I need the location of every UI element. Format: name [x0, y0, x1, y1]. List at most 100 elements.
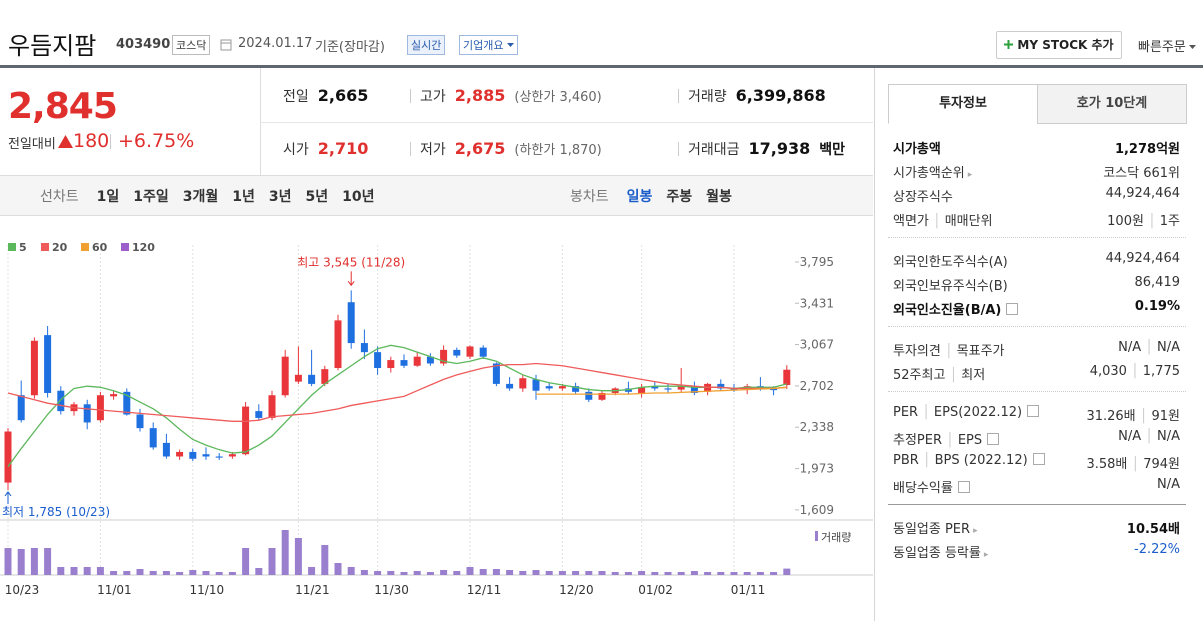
candle-body [717, 383, 725, 389]
volume-bar [677, 572, 685, 575]
period-button[interactable]: 월봉 [706, 189, 732, 205]
summary-unit: 백만 [819, 142, 846, 158]
candle-body [374, 352, 382, 369]
info-label: 액면가 │ 매매단위 [893, 210, 993, 229]
summary-value: 6,399,868 [735, 86, 826, 105]
info-value: 1,278억원 [1115, 138, 1180, 157]
help-icon [957, 481, 970, 493]
info-label: 외국인한도주식수(A) [893, 251, 1008, 270]
period-button[interactable]: 일봉 [626, 189, 653, 205]
summary-label: 시가 [283, 142, 309, 158]
separator: │ [922, 453, 931, 468]
period-button[interactable]: 주봉 [666, 189, 693, 205]
value-text: 1,775 [1142, 364, 1180, 379]
volume-bar [268, 548, 276, 575]
volume-bar [598, 571, 606, 575]
info-label: PBR │ BPS (2022.12) [893, 453, 1045, 472]
value-text: N/A [1157, 429, 1180, 444]
quick-order[interactable]: 빠른주문 [1138, 36, 1197, 55]
period-button[interactable]: 1주일 [133, 189, 169, 205]
x-tick-label: 10/23 [5, 583, 40, 597]
summary-item: 거래대금 17,938 백만 [688, 139, 845, 159]
y-tick-label: 3,431 [800, 296, 834, 310]
group-divider [888, 326, 1186, 327]
candle-body [268, 395, 276, 418]
candle-body [770, 388, 778, 391]
base-note: 기준(장마감) [315, 40, 385, 55]
volume-bar [426, 572, 434, 575]
current-price: 2,845 [8, 86, 118, 127]
high-arrow [347, 271, 355, 287]
info-row: PBR │ BPS (2022.12) 3.58배 │ 794원 [893, 453, 1180, 472]
info-row: 동일업종 PER ▸ 10.54배 [893, 518, 1180, 537]
x-tick-label: 11/30 [374, 583, 409, 597]
volume-bar [519, 571, 527, 575]
info-row: 투자의견 │ 목표주가 N/A │ N/A [893, 340, 1180, 359]
tab[interactable]: 투자정보 [888, 84, 1038, 124]
volume-bar [70, 567, 78, 575]
legend-swatch [81, 243, 89, 251]
volume-bar [611, 572, 619, 575]
summary-item: 전일 2,665 [283, 86, 368, 106]
candle-body [400, 360, 408, 366]
volume-bar [176, 572, 184, 575]
info-value: 31.26배 │ 91원 [1086, 405, 1180, 424]
period-button[interactable]: 10년 [342, 189, 375, 205]
volume-bar [189, 570, 197, 575]
volume-bar [585, 571, 593, 575]
volume-bar [360, 570, 368, 575]
candle-body [492, 363, 500, 384]
label-text: 시가총액 [893, 142, 941, 157]
candle-body [30, 340, 38, 396]
summary-label: 거래대금 [688, 142, 740, 158]
ma-line [7, 344, 787, 468]
period-button[interactable]: 1년 [232, 189, 255, 205]
summary-label: 거래량 [688, 89, 727, 105]
panel-border [874, 68, 875, 621]
summary-value: 2,665 [317, 86, 369, 105]
candle-body [651, 386, 659, 389]
info-row: 시가총액순위 ▸ 코스닥 661위 [893, 162, 1180, 181]
volume-bar [651, 572, 659, 575]
candle-body [4, 431, 12, 483]
my-stock-button[interactable]: MY STOCK 추가 [996, 31, 1122, 59]
summary-label: 고가 [420, 89, 446, 105]
company-button[interactable]: 기업개요 [459, 35, 519, 55]
volume-bar [202, 571, 210, 575]
volume-bar [783, 568, 791, 575]
candle-body [690, 386, 698, 393]
candle-body [426, 356, 434, 364]
value-text: N/A [1157, 340, 1180, 355]
label-text: 상장주식수 [893, 190, 953, 205]
label-text: 액면가 [893, 214, 929, 229]
tab[interactable]: 호가 10단계 [1037, 84, 1187, 124]
realtime-button[interactable]: 실시간 [407, 35, 446, 55]
value-text: 44,924,464 [1105, 186, 1180, 201]
info-value: 10.54배 [1127, 518, 1180, 537]
group-divider [888, 237, 1186, 238]
x-tick-label: 11/01 [97, 583, 132, 597]
period-button[interactable]: 1일 [96, 189, 120, 205]
volume-bar [136, 569, 144, 575]
candle-body [281, 356, 289, 396]
info-label: 52주최고 │ 최저 [893, 364, 985, 383]
volume-bar [743, 572, 751, 575]
info-label: 상장주식수 [893, 186, 953, 205]
legend-label: 60 [92, 241, 108, 254]
legend-swatch [41, 243, 49, 251]
period-button[interactable]: 5년 [305, 189, 329, 205]
period-button[interactable]: 3년 [268, 189, 292, 205]
candle-body [123, 391, 131, 415]
x-tick-label: 01/11 [731, 583, 766, 597]
divider [678, 142, 679, 156]
info-row: 동일업종 등락률 ▸ -2.22% [893, 542, 1180, 561]
candle-body [360, 343, 368, 353]
period-button[interactable]: 3개월 [182, 189, 219, 205]
group-divider [888, 391, 1186, 392]
info-row: 시가총액 1,278억원 [893, 138, 1180, 157]
divider [678, 89, 679, 103]
volume-bar [492, 569, 500, 575]
label-text: BPS (2022.12) [934, 453, 1028, 468]
base-date: 2024.01.17 [238, 36, 313, 51]
candle-body [519, 378, 527, 389]
